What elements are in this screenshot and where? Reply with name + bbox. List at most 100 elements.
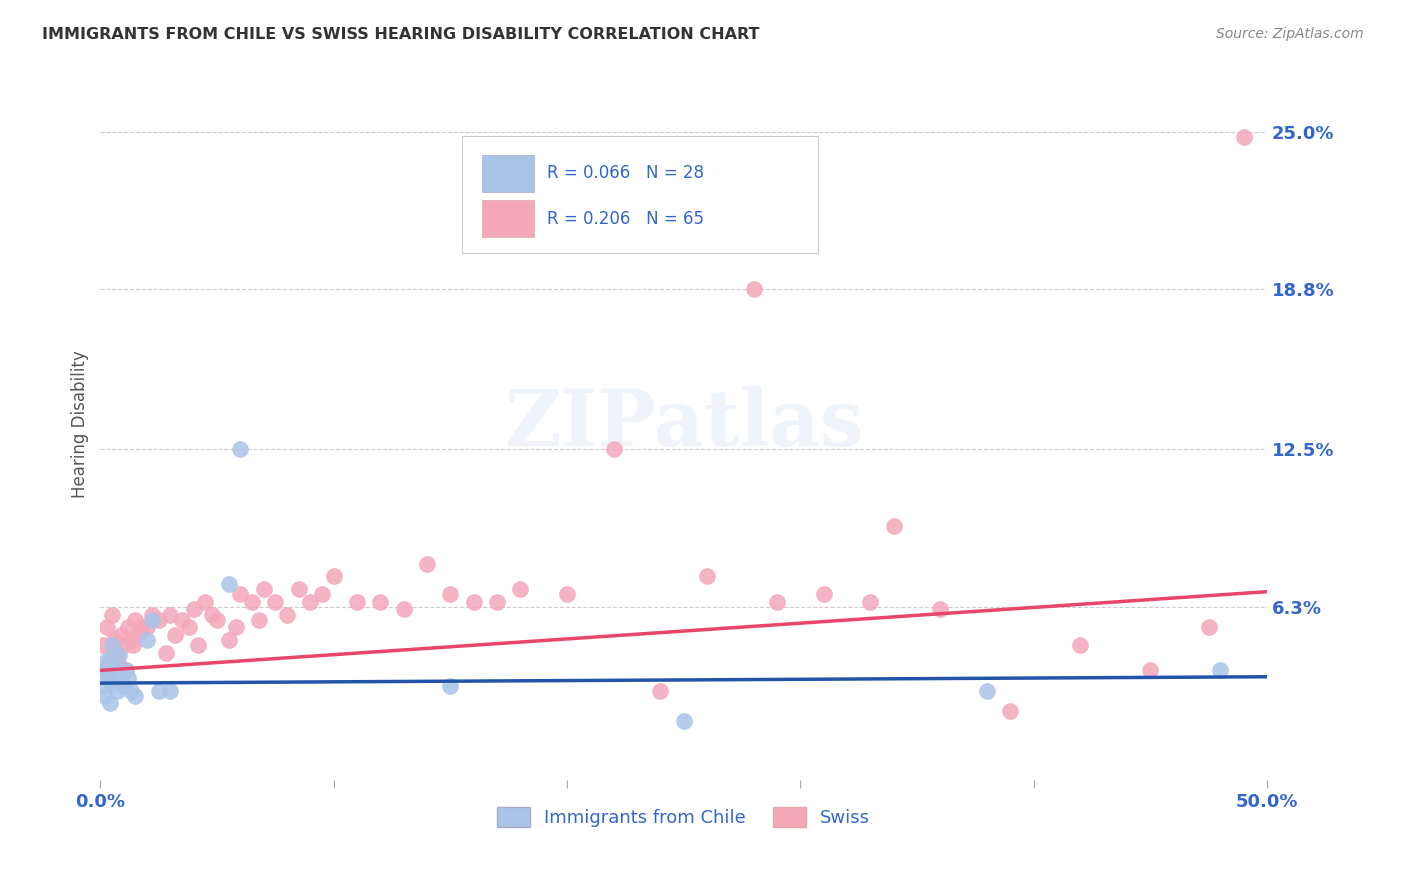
Point xyxy=(163,628,186,642)
Point xyxy=(929,602,952,616)
Point xyxy=(201,607,224,622)
Point xyxy=(110,668,132,682)
Point xyxy=(299,595,322,609)
Point xyxy=(94,664,117,678)
Point xyxy=(101,676,124,690)
Point xyxy=(103,664,125,678)
Point xyxy=(183,602,205,616)
Point xyxy=(159,683,181,698)
Point xyxy=(94,664,117,678)
Point xyxy=(103,632,125,647)
Point xyxy=(509,582,531,596)
Point xyxy=(392,602,415,616)
FancyBboxPatch shape xyxy=(463,136,818,253)
Y-axis label: Hearing Disability: Hearing Disability xyxy=(72,351,89,498)
Point xyxy=(148,613,170,627)
Point xyxy=(766,595,789,609)
Point xyxy=(322,569,344,583)
Point xyxy=(120,632,142,647)
Point xyxy=(108,648,131,662)
Point xyxy=(91,679,114,693)
Point xyxy=(122,638,145,652)
Point xyxy=(1069,638,1091,652)
Text: IMMIGRANTS FROM CHILE VS SWISS HEARING DISABILITY CORRELATION CHART: IMMIGRANTS FROM CHILE VS SWISS HEARING D… xyxy=(42,27,759,42)
Point xyxy=(1209,664,1232,678)
Bar xyxy=(482,154,534,192)
Point xyxy=(187,638,209,652)
Point xyxy=(112,638,135,652)
Point xyxy=(240,595,263,609)
Point xyxy=(555,587,578,601)
Point xyxy=(131,620,153,634)
Point xyxy=(124,613,146,627)
Legend: Immigrants from Chile, Swiss: Immigrants from Chile, Swiss xyxy=(491,799,877,835)
Point xyxy=(1233,130,1256,145)
Point xyxy=(264,595,287,609)
Point xyxy=(463,595,485,609)
Point xyxy=(603,442,626,457)
Text: R = 0.066   N = 28: R = 0.066 N = 28 xyxy=(547,164,704,182)
Point xyxy=(112,679,135,693)
Point xyxy=(110,628,132,642)
Point xyxy=(96,671,118,685)
Point xyxy=(883,518,905,533)
Point xyxy=(141,613,163,627)
Text: R = 0.206   N = 65: R = 0.206 N = 65 xyxy=(547,210,704,227)
Point xyxy=(98,658,121,673)
Point xyxy=(177,620,200,634)
Point xyxy=(155,646,177,660)
Text: ZIPatlas: ZIPatlas xyxy=(503,386,863,462)
Point xyxy=(311,587,333,601)
Point xyxy=(225,620,247,634)
Point xyxy=(94,689,117,703)
Point xyxy=(105,683,128,698)
Point xyxy=(486,595,509,609)
Point xyxy=(439,587,461,601)
Point xyxy=(1198,620,1220,634)
Point xyxy=(287,582,309,596)
Point xyxy=(170,613,193,627)
Point xyxy=(253,582,276,596)
Point xyxy=(218,632,240,647)
Point xyxy=(96,653,118,667)
Point xyxy=(229,442,252,457)
Point xyxy=(115,664,138,678)
Point xyxy=(205,613,228,627)
Text: Source: ZipAtlas.com: Source: ZipAtlas.com xyxy=(1216,27,1364,41)
Point xyxy=(141,607,163,622)
Point xyxy=(136,632,159,647)
Point xyxy=(439,679,461,693)
Point xyxy=(247,613,270,627)
Point xyxy=(117,671,139,685)
Point xyxy=(370,595,392,609)
Point xyxy=(91,638,114,652)
Point xyxy=(98,697,121,711)
Point xyxy=(276,607,298,622)
Point xyxy=(346,595,368,609)
Point xyxy=(218,577,240,591)
Point xyxy=(127,628,149,642)
Point xyxy=(742,283,765,297)
Point xyxy=(859,595,882,609)
Point xyxy=(115,664,138,678)
Point xyxy=(136,620,159,634)
Point xyxy=(120,683,142,698)
Point xyxy=(650,683,672,698)
Bar xyxy=(482,200,534,237)
Point xyxy=(696,569,718,583)
Point xyxy=(1139,664,1161,678)
Point xyxy=(229,587,252,601)
Point xyxy=(672,714,695,729)
Point xyxy=(976,683,998,698)
Point xyxy=(101,638,124,652)
Point xyxy=(1000,704,1022,718)
Point xyxy=(105,646,128,660)
Point xyxy=(101,607,124,622)
Point xyxy=(98,653,121,667)
Point xyxy=(148,683,170,698)
Point xyxy=(96,620,118,634)
Point xyxy=(813,587,835,601)
Point xyxy=(108,658,131,673)
Point xyxy=(124,689,146,703)
Point xyxy=(117,620,139,634)
